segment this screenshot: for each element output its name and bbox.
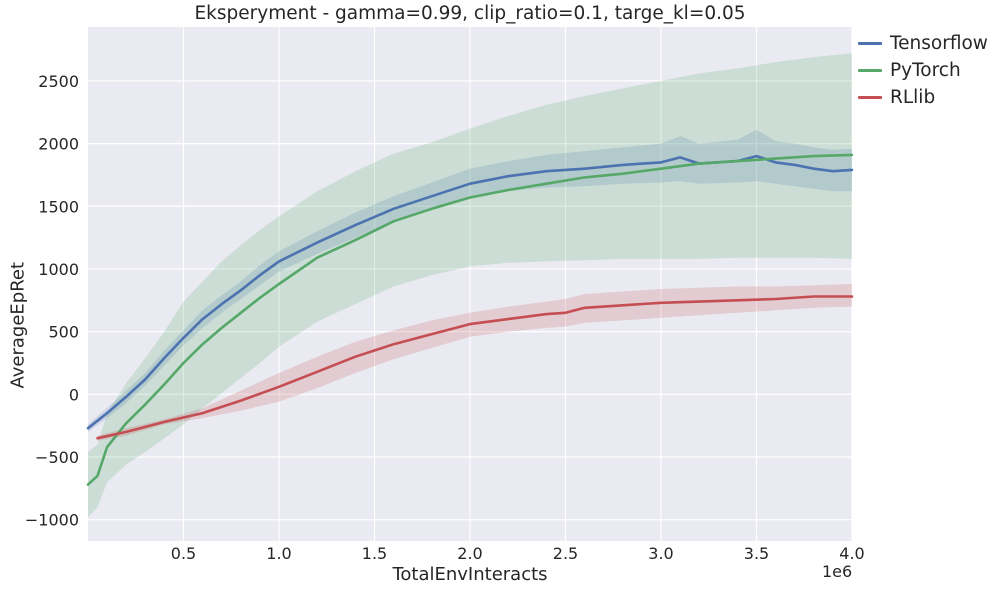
- y-tick-labels: −1000 −500 0 500 1000 1500 2000 2500: [25, 72, 79, 530]
- x-tick-labels: 0.5 1.0 1.5 2.0 2.5 3.0 3.5 4.0: [171, 544, 865, 563]
- legend-swatch-rllib: [858, 96, 882, 99]
- y-axis-label: AverageEpRet: [7, 261, 29, 389]
- legend-label-pytorch: PyTorch: [890, 60, 961, 81]
- y-tick-label: 1500: [38, 197, 79, 216]
- y-tick-label: 2000: [38, 135, 79, 154]
- x-axis-label: TotalEnvInteracts: [392, 564, 548, 585]
- series-lines: [86, 153, 854, 486]
- x-tick-label: 3.5: [744, 544, 769, 563]
- band-tensorflow: [88, 129, 852, 432]
- x-tick-label: 1.0: [266, 544, 291, 563]
- line-rllib: [96, 295, 854, 440]
- legend-item-pytorch: PyTorch: [858, 57, 988, 84]
- legend-swatch-tensorflow: [858, 42, 882, 45]
- line-tensorflow: [86, 154, 854, 430]
- x-tick-label: 1.5: [362, 544, 387, 563]
- y-tick-label: 500: [48, 323, 79, 342]
- legend-item-rllib: RLlib: [858, 84, 988, 111]
- legend-swatch-pytorch: [858, 69, 882, 72]
- grid: [88, 27, 853, 541]
- y-tick-label: 0: [69, 385, 79, 404]
- legend-label-tensorflow: Tensorflow: [890, 33, 988, 54]
- x-tick-label: 0.5: [171, 544, 196, 563]
- line-pytorch: [86, 153, 854, 486]
- legend-label-rllib: RLlib: [890, 87, 936, 108]
- x-tick-label: 3.0: [648, 544, 673, 563]
- x-tick-label: 4.0: [839, 544, 864, 563]
- x-axis-offset-text: 1e6: [822, 562, 853, 581]
- y-tick-label: 2500: [38, 72, 79, 91]
- legend: Tensorflow PyTorch RLlib: [858, 30, 988, 111]
- legend-item-tensorflow: Tensorflow: [858, 30, 988, 57]
- x-tick-label: 2.5: [553, 544, 578, 563]
- chart-title: Eksperyment - gamma=0.99, clip_ratio=0.1…: [194, 3, 746, 24]
- y-tick-label: −500: [35, 448, 79, 467]
- y-tick-label: −1000: [25, 511, 79, 530]
- x-tick-label: 2.0: [457, 544, 482, 563]
- y-tick-label: 1000: [38, 260, 79, 279]
